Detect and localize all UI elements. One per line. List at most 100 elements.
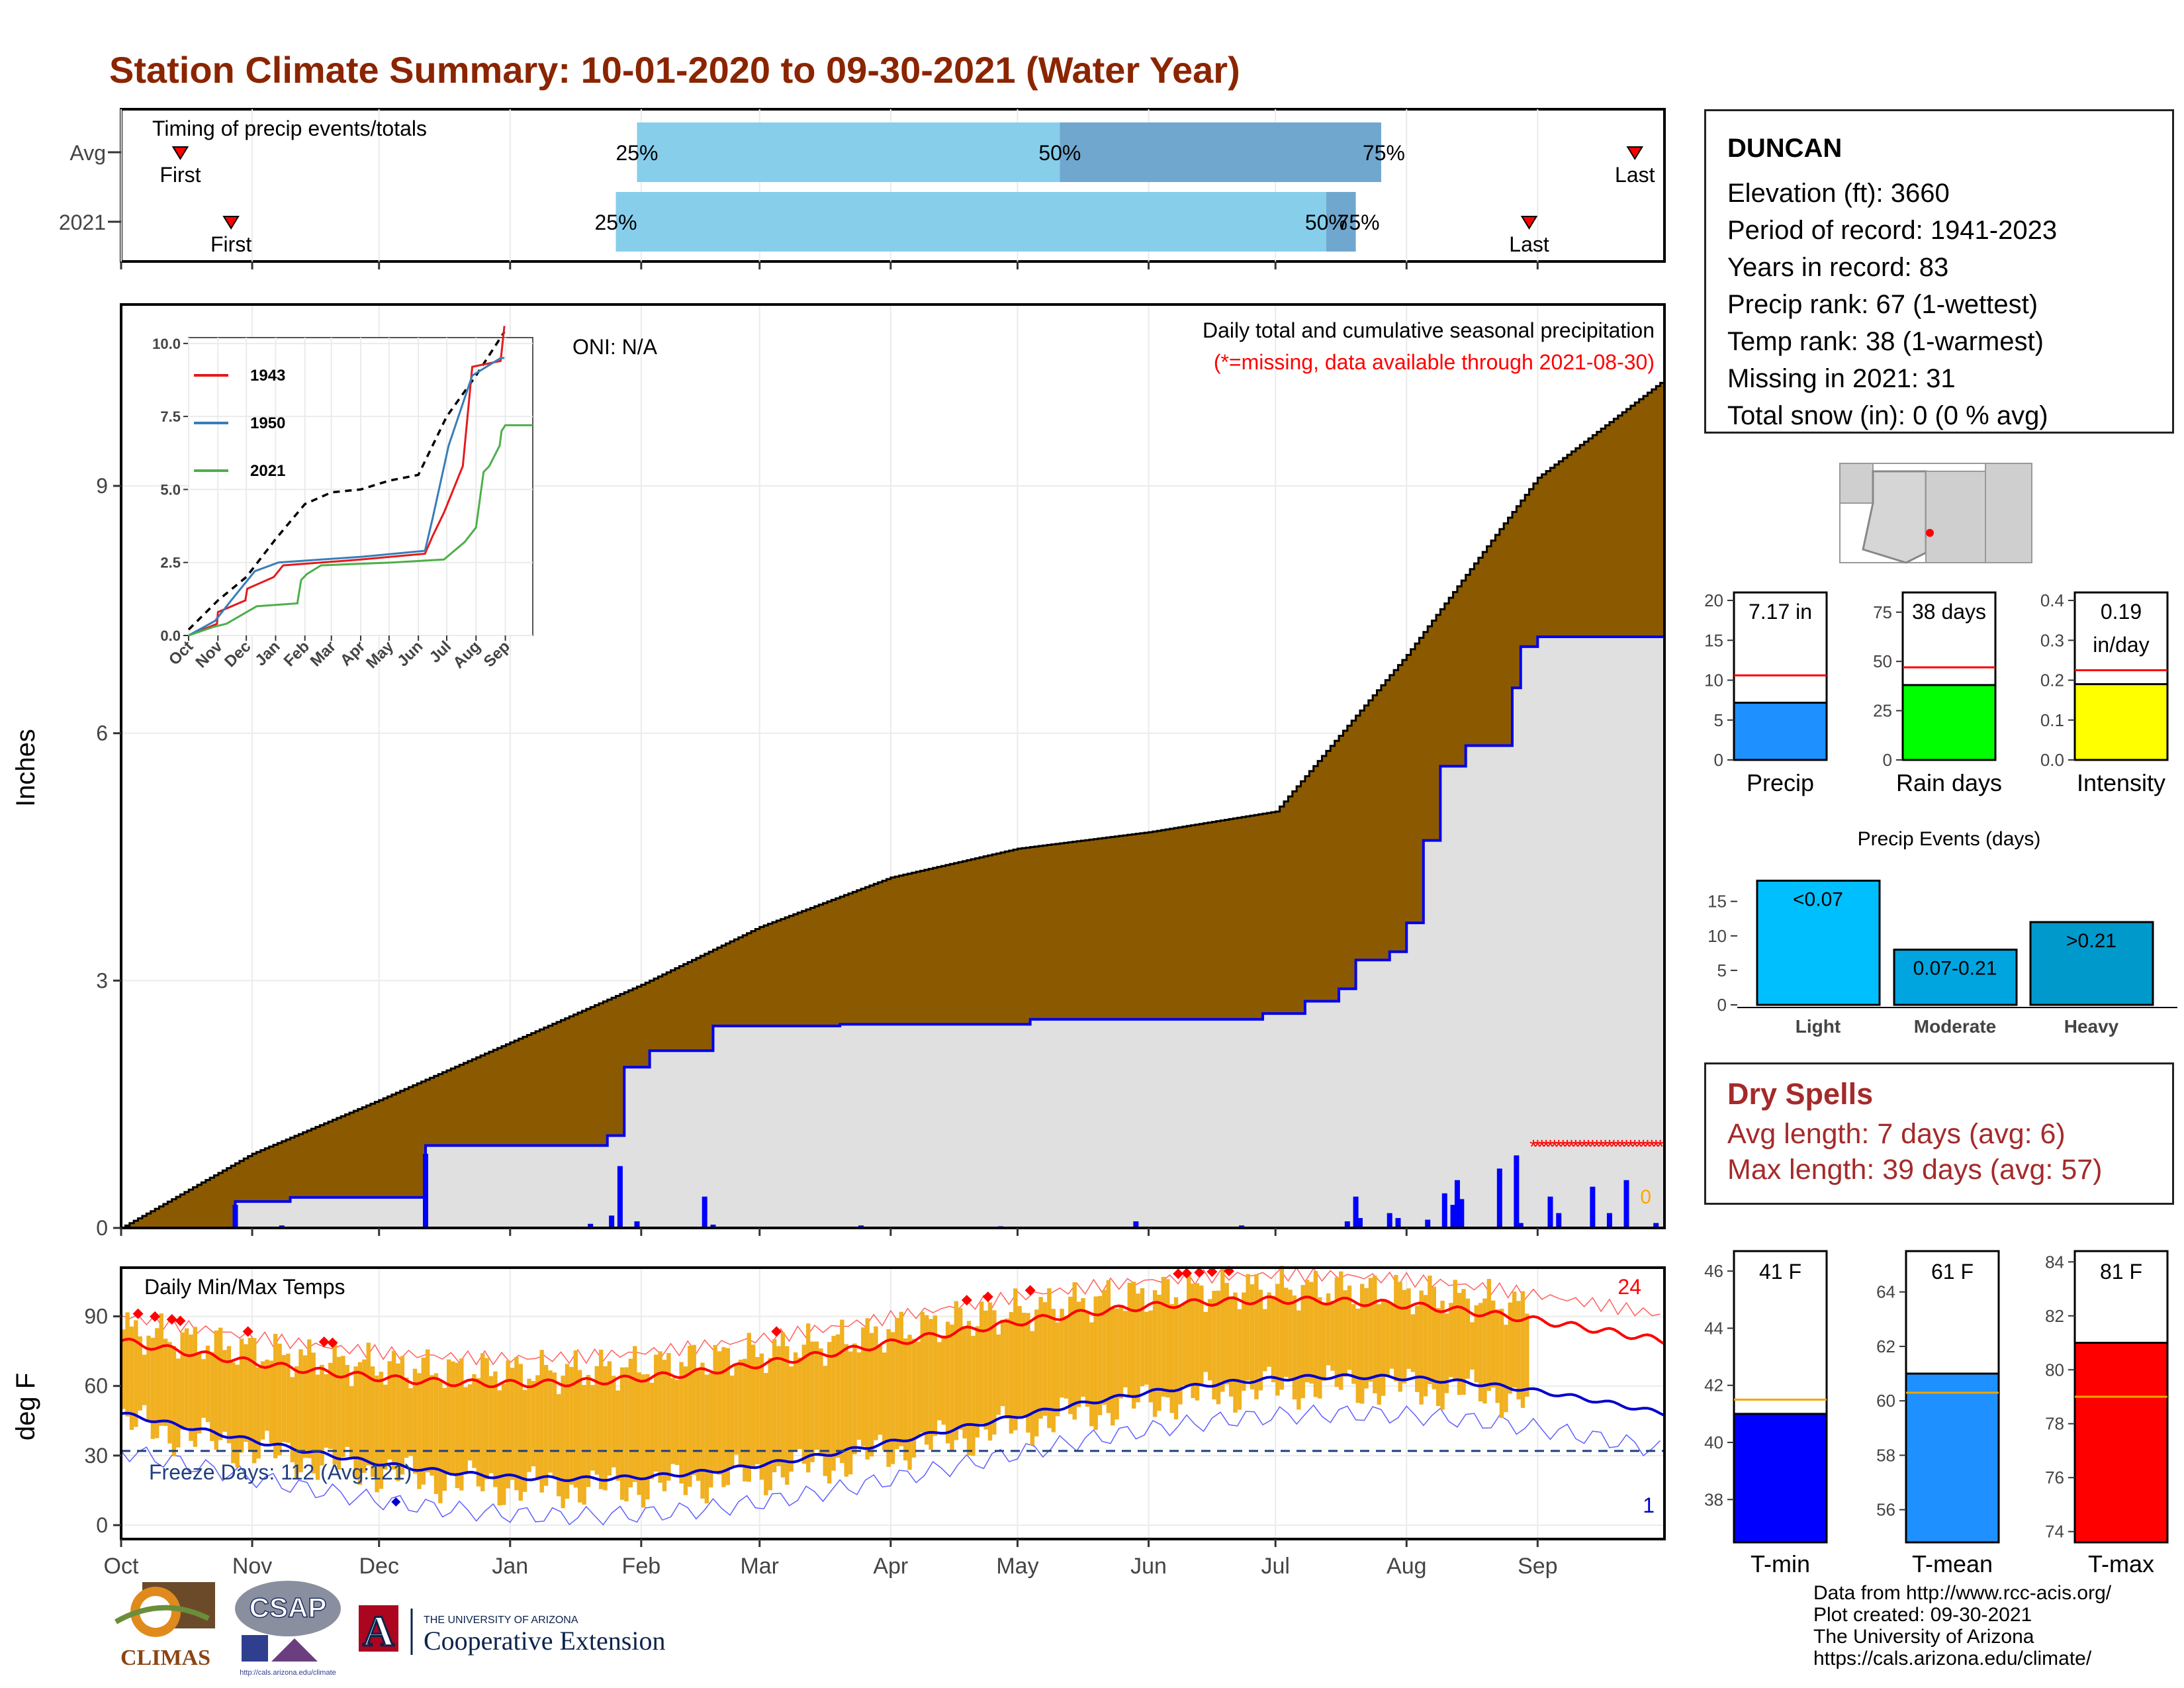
temp-daily-bar bbox=[895, 1318, 899, 1450]
missing-marker: * bbox=[1542, 1136, 1550, 1158]
mini-ytick-label: 0.4 bbox=[2040, 590, 2064, 610]
mini-ytick-label: 10 bbox=[1704, 671, 1723, 690]
map-state-east bbox=[1985, 463, 2032, 563]
precip-ytick-label: 9 bbox=[96, 474, 108, 498]
temp-daily-bar bbox=[171, 1346, 177, 1457]
daily-precip-bar bbox=[1518, 1223, 1524, 1228]
temp-daily-bar bbox=[1195, 1283, 1200, 1401]
temp-bar-ytick-label: 60 bbox=[1876, 1391, 1895, 1411]
temp-bar-ytick-label: 42 bbox=[1704, 1376, 1723, 1395]
missing-marker: * bbox=[1572, 1136, 1580, 1158]
temp-daily-bar bbox=[1368, 1278, 1373, 1382]
temp-daily-bar bbox=[941, 1335, 946, 1425]
mini-chart-intensity: 0.19 in/day 0.0 0.1 0.2 0.3 0.4 Intensity bbox=[2040, 590, 2169, 796]
temp-daily-bar bbox=[1486, 1278, 1492, 1391]
temp-daily-bar bbox=[590, 1385, 595, 1471]
mini-bar bbox=[2073, 683, 2169, 761]
temp-daily-bar bbox=[954, 1301, 959, 1440]
missing-marker: * bbox=[1584, 1136, 1592, 1158]
missing-marker: * bbox=[1547, 1136, 1555, 1158]
temp-daily-bar bbox=[1364, 1288, 1369, 1389]
temp-daily-bar bbox=[1228, 1297, 1234, 1397]
temp-daily-bar bbox=[167, 1342, 172, 1444]
events-ytick-label: 15 bbox=[1707, 892, 1727, 912]
temp-daily-bar bbox=[1169, 1304, 1174, 1413]
temp-daily-bar bbox=[1428, 1276, 1432, 1384]
temp-daily-bar bbox=[738, 1359, 743, 1465]
temp-daily-bar bbox=[1457, 1293, 1462, 1395]
freeze-days-label: Freeze Days: 112 (Avg:121) bbox=[149, 1460, 412, 1484]
temp-daily-bar bbox=[1250, 1284, 1255, 1389]
missing-marker: * bbox=[1597, 1136, 1605, 1158]
csap-logo-text: CSAP bbox=[250, 1592, 327, 1623]
temp-daily-bar bbox=[1377, 1304, 1381, 1405]
temp-daily-bar bbox=[612, 1376, 616, 1468]
temp-bar-ytick-label: 40 bbox=[1704, 1432, 1723, 1452]
missing-marker: * bbox=[1538, 1136, 1546, 1158]
temp-daily-bar bbox=[1242, 1292, 1246, 1391]
temp-daily-bar bbox=[1385, 1301, 1390, 1376]
month-label: Feb bbox=[622, 1554, 661, 1579]
temp-daily-bar bbox=[1292, 1295, 1297, 1400]
temp-daily-bar bbox=[1435, 1308, 1441, 1407]
temp-daily-bar bbox=[1115, 1308, 1119, 1420]
temp-daily-bar bbox=[1224, 1283, 1229, 1385]
temp-daily-bar bbox=[743, 1358, 747, 1481]
temp-daily-bar bbox=[1410, 1314, 1416, 1372]
events-category-label: Light bbox=[1796, 1016, 1841, 1037]
dry-spells-max: Max length: 39 days (avg: 57) bbox=[1727, 1154, 2103, 1186]
mini-ytick-label: 0.0 bbox=[2040, 750, 2064, 770]
temp-daily-bar bbox=[332, 1340, 337, 1465]
mini-ytick-label: 15 bbox=[1704, 630, 1723, 650]
temp-daily-bar bbox=[768, 1358, 772, 1491]
temp-daily-bar bbox=[1051, 1309, 1056, 1432]
temp-daily-bar bbox=[688, 1346, 692, 1487]
temp-daily-bar bbox=[455, 1362, 460, 1489]
temp-daily-bar bbox=[780, 1332, 786, 1477]
missing-marker: * bbox=[1563, 1136, 1571, 1158]
month-label: Mar bbox=[740, 1554, 779, 1579]
temp-daily-bar bbox=[1093, 1296, 1098, 1430]
temp-daily-bar bbox=[747, 1333, 751, 1482]
temp-daily-bar bbox=[950, 1324, 954, 1452]
map-state-arizona bbox=[1862, 470, 1927, 564]
temp-daily-bar bbox=[987, 1302, 993, 1441]
temp-daily-bar bbox=[1038, 1297, 1043, 1419]
temp-daily-bar bbox=[637, 1372, 641, 1495]
temp-daily-bar bbox=[1423, 1295, 1428, 1397]
temp-daily-bar bbox=[1279, 1266, 1284, 1390]
temp-daily-bar bbox=[502, 1383, 506, 1505]
record-high-marker bbox=[166, 1314, 177, 1325]
temp-daily-bar bbox=[244, 1344, 248, 1442]
temp-daily-bar bbox=[962, 1327, 967, 1438]
temp-daily-bar bbox=[522, 1389, 527, 1492]
temp-daily-bar bbox=[383, 1384, 388, 1470]
timing-first-label: First bbox=[159, 163, 201, 187]
record-high-line bbox=[120, 1266, 1661, 1366]
temp-daily-bar bbox=[924, 1315, 929, 1445]
temp-daily-bar bbox=[911, 1338, 917, 1458]
temp-daily-bar bbox=[586, 1374, 591, 1487]
temp-daily-bar bbox=[1406, 1288, 1411, 1369]
record-high-marker bbox=[242, 1326, 253, 1337]
temp-daily-bar bbox=[205, 1345, 210, 1423]
temp-daily-bar bbox=[696, 1368, 701, 1481]
missing-marker: * bbox=[1627, 1136, 1635, 1158]
temp-daily-bar bbox=[159, 1313, 163, 1426]
mini-chart-label: Precip bbox=[1747, 769, 1814, 796]
timing-last-label: Last bbox=[1509, 232, 1549, 256]
temp-daily-bar bbox=[349, 1386, 354, 1458]
credit-line: Data from http://www.rcc-acis.org/ bbox=[1813, 1582, 2112, 1604]
temp-daily-bar bbox=[1271, 1295, 1276, 1383]
temp-daily-bar bbox=[1419, 1290, 1424, 1405]
daily-precip-bar bbox=[1459, 1199, 1465, 1228]
temp-daily-bar bbox=[793, 1352, 798, 1452]
temp-daily-bar bbox=[683, 1366, 688, 1495]
temp-daily-bar bbox=[320, 1364, 324, 1466]
timing-last-label: Last bbox=[1615, 163, 1655, 187]
daily-precip-bar bbox=[1547, 1196, 1553, 1228]
temp-daily-bar bbox=[814, 1341, 819, 1450]
missing-marker: * bbox=[1652, 1136, 1660, 1158]
temp-bar bbox=[1905, 1372, 2000, 1544]
